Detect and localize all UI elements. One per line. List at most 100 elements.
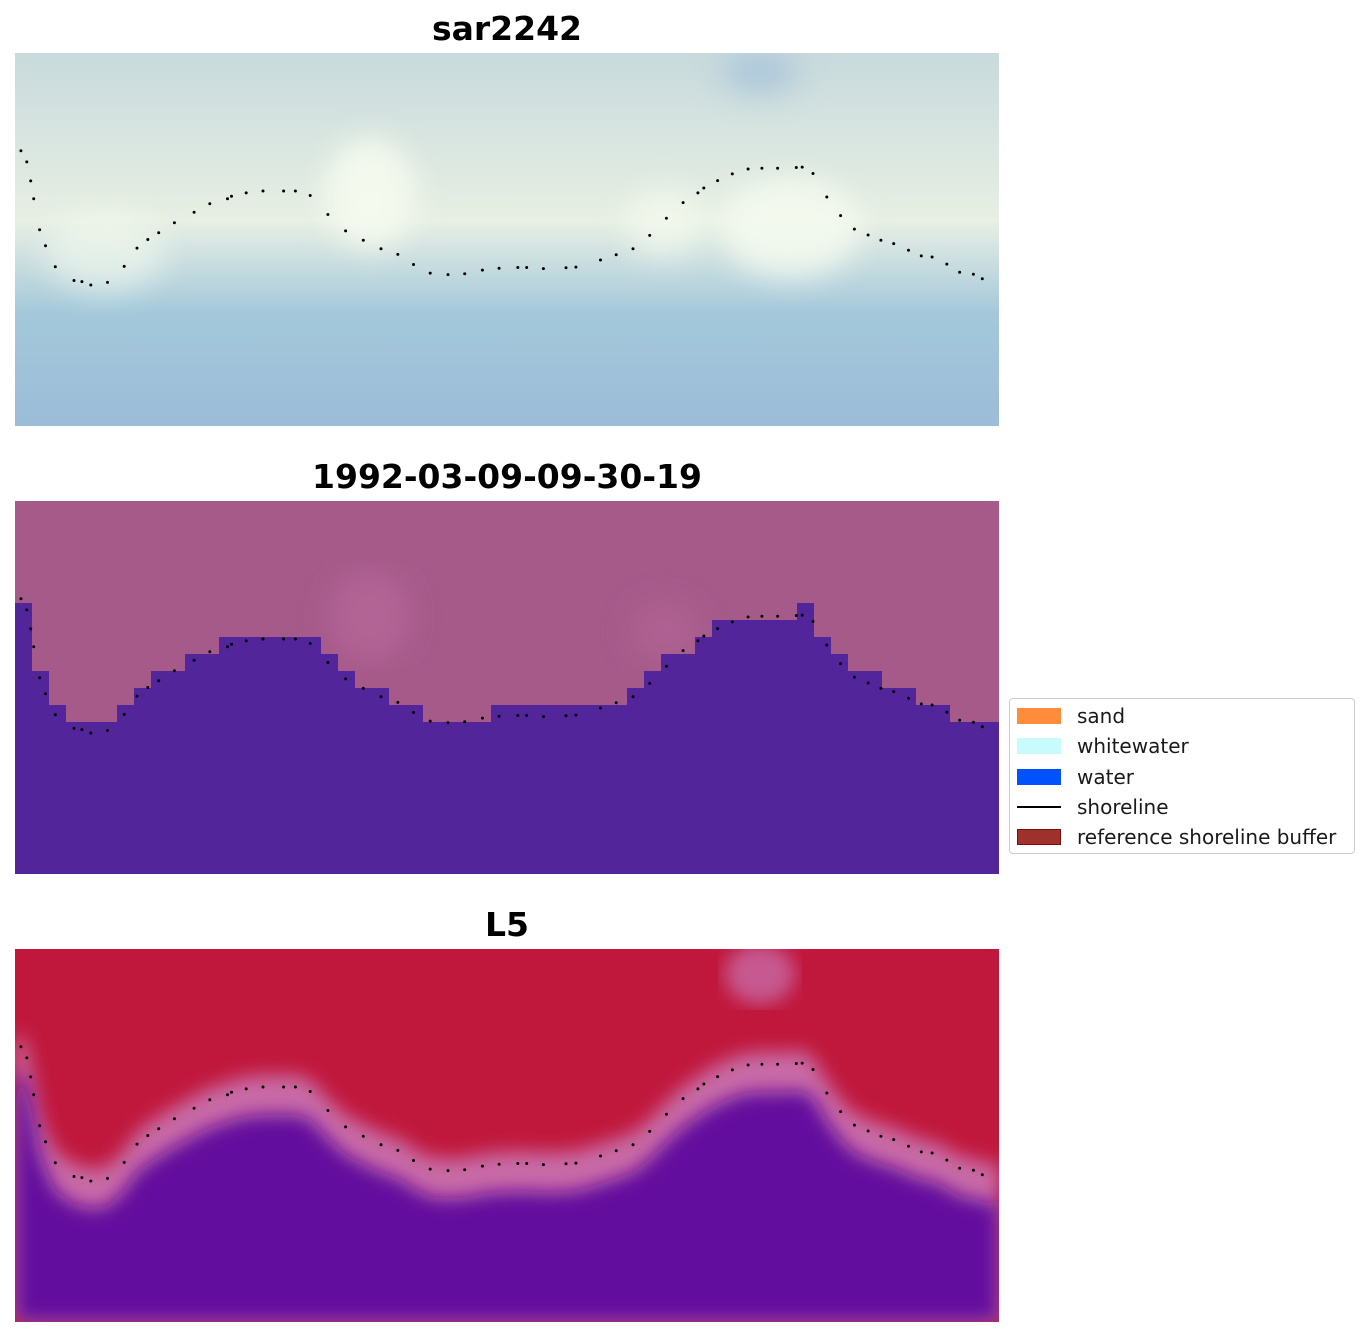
shoreline-point <box>261 1085 265 1089</box>
shoreline-point <box>80 280 84 284</box>
shoreline-point <box>730 620 734 624</box>
shoreline-point <box>811 172 815 175</box>
shoreline-point <box>971 1168 975 1172</box>
shoreline-point <box>681 649 685 653</box>
shoreline-point <box>794 1062 798 1065</box>
shoreline-point <box>945 710 949 714</box>
shoreline-point <box>308 194 312 197</box>
shoreline-point <box>716 179 720 183</box>
shoreline-point <box>879 238 883 242</box>
shoreline-point <box>800 1061 804 1065</box>
shoreline-point <box>958 1166 962 1170</box>
shoreline-point <box>172 221 176 225</box>
shoreline-point <box>919 254 923 258</box>
shoreline-point <box>919 702 923 706</box>
shoreline-point <box>730 1068 734 1072</box>
shoreline-point <box>29 1075 33 1079</box>
shoreline-point <box>945 1158 949 1162</box>
shoreline-point <box>866 681 870 685</box>
shoreline-point <box>282 637 286 641</box>
shoreline-point <box>157 679 161 683</box>
shoreline-point <box>208 1098 212 1102</box>
shoreline-point <box>25 608 29 612</box>
shoreline-point <box>293 637 297 641</box>
legend-swatch-reference-buffer <box>1017 829 1061 845</box>
shoreline-point <box>293 1085 297 1089</box>
shoreline-point <box>746 167 750 171</box>
shoreline-point <box>516 266 520 269</box>
shoreline-point <box>564 266 568 270</box>
shoreline-point <box>664 1112 668 1116</box>
shoreline-point <box>794 614 798 617</box>
shoreline-point <box>541 1163 545 1167</box>
shoreline-point <box>146 238 150 241</box>
legend-label-whitewater: whitewater <box>1077 734 1189 758</box>
legend-item-shoreline: shoreline <box>1017 795 1169 819</box>
shoreline-point <box>892 1138 896 1142</box>
shoreline-point <box>463 720 467 724</box>
shoreline-point <box>852 1123 856 1127</box>
land-bright-patches <box>330 571 700 661</box>
shoreline-point <box>396 252 400 256</box>
shoreline-point <box>776 614 780 618</box>
shoreline-point <box>971 272 975 276</box>
shoreline-point <box>361 686 365 690</box>
shoreline-point <box>599 258 602 262</box>
shoreline-point <box>794 166 798 169</box>
shoreline-point <box>866 233 870 237</box>
shoreline-point <box>945 262 949 266</box>
probability-panel <box>15 949 999 1322</box>
shoreline-point <box>746 1063 750 1067</box>
shoreline-point <box>631 247 635 251</box>
shoreline-point <box>648 233 652 237</box>
shoreline-point <box>244 191 248 195</box>
shoreline-point <box>730 172 734 176</box>
shoreline-point <box>53 265 57 269</box>
shoreline-point <box>261 637 265 641</box>
legend-swatch-shoreline <box>1017 806 1061 808</box>
shoreline-point <box>614 253 618 257</box>
shoreline-point <box>800 613 804 617</box>
shoreline-point <box>428 1167 432 1171</box>
shoreline-point <box>696 191 700 195</box>
shoreline-point <box>980 725 984 729</box>
shoreline-point <box>776 1062 780 1066</box>
shoreline-point <box>541 267 545 271</box>
shoreline-point <box>980 1173 984 1177</box>
shoreline-point <box>106 728 109 732</box>
sar-image-panel <box>15 53 999 426</box>
shoreline-point <box>44 692 47 696</box>
legend-label-reference-buffer: reference shoreline buffer <box>1077 825 1337 849</box>
shoreline-point <box>72 279 76 282</box>
shoreline-point <box>361 1134 365 1138</box>
shoreline-point <box>282 189 286 193</box>
shoreline-point <box>879 1134 883 1138</box>
shoreline-point <box>146 1134 150 1137</box>
shoreline-point <box>866 1129 870 1133</box>
shoreline-point <box>38 1124 42 1128</box>
shoreline-point <box>892 242 896 246</box>
shoreline-point <box>716 627 720 631</box>
shoreline-point <box>839 662 843 666</box>
shoreline-point <box>396 700 400 704</box>
shoreline-point <box>463 272 467 276</box>
shoreline-point <box>919 1150 923 1154</box>
legend-item-whitewater: whitewater <box>1017 734 1189 758</box>
shoreline-point <box>648 1129 652 1133</box>
bright-artifact <box>725 949 795 1004</box>
legend-label-shoreline: shoreline <box>1077 795 1169 819</box>
shoreline-point <box>157 231 161 235</box>
shoreline-point <box>825 1091 829 1095</box>
shoreline-point <box>811 1068 815 1071</box>
shoreline-point <box>379 695 383 699</box>
shoreline-point <box>525 266 529 269</box>
shoreline-point <box>980 277 984 281</box>
shoreline-point <box>776 166 780 170</box>
shoreline-point <box>25 160 29 164</box>
shoreline-point <box>44 244 47 248</box>
shoreline-point <box>208 650 212 654</box>
shoreline-point <box>135 246 139 250</box>
shoreline-point <box>516 1162 520 1165</box>
shoreline-point <box>564 714 568 718</box>
shoreline-point <box>574 265 578 269</box>
